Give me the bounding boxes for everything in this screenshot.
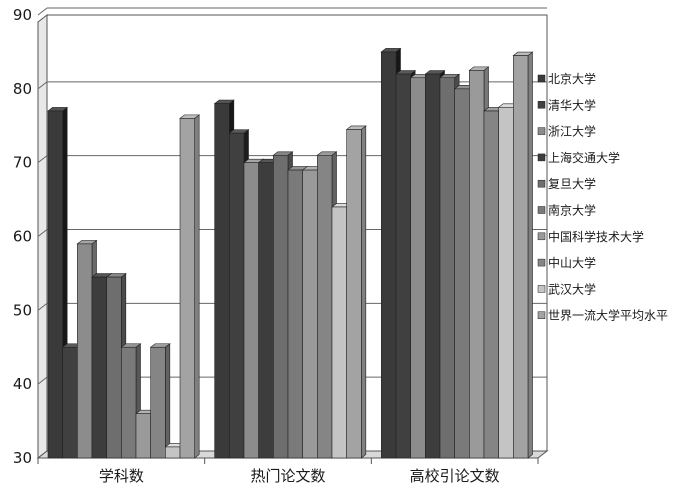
gridline-diag — [37, 229, 48, 237]
bar — [106, 276, 122, 459]
bar — [258, 162, 274, 459]
bar — [165, 446, 181, 459]
bar — [121, 346, 137, 459]
bar — [229, 132, 245, 459]
legend-label: 武汉大学 — [548, 281, 596, 296]
legend-swatch — [537, 101, 546, 109]
y-tick-label: 60 — [13, 228, 32, 246]
gridline-diag — [37, 81, 48, 90]
bar — [135, 413, 151, 459]
bar — [273, 154, 289, 459]
legend-swatch — [537, 258, 546, 267]
bar — [498, 106, 514, 459]
bar — [62, 346, 78, 459]
bar — [302, 169, 318, 459]
bar — [331, 206, 347, 459]
y-tick-label: 50 — [13, 301, 32, 319]
bar — [317, 154, 333, 459]
bar-side — [361, 125, 367, 459]
legend-label: 中山大学 — [548, 255, 596, 270]
y-tick-label: 70 — [13, 154, 32, 172]
bar — [395, 73, 411, 459]
bar — [346, 129, 362, 459]
bar — [425, 73, 441, 459]
bar-side — [527, 51, 533, 459]
y-tick-label: 30 — [13, 449, 32, 467]
bar — [454, 88, 470, 459]
bar — [287, 169, 303, 459]
bar — [214, 103, 230, 459]
legend-swatch — [537, 179, 546, 188]
legend-label: 南京大学 — [548, 203, 596, 218]
bar — [91, 276, 107, 459]
legend-swatch — [537, 311, 546, 319]
x-tick-label: 学科数 — [99, 467, 144, 485]
legend-label: 世界一流大学平均水平 — [548, 308, 668, 323]
bar — [179, 118, 195, 459]
bar — [150, 346, 166, 459]
y-tick-label: 80 — [13, 80, 32, 98]
bar — [483, 110, 499, 459]
legend-label: 浙江大学 — [548, 124, 596, 139]
bar — [410, 77, 426, 459]
bar-side — [194, 114, 200, 459]
bar — [243, 162, 259, 459]
x-tick-label: 高校引论文数 — [410, 467, 500, 485]
legend-swatch — [537, 285, 546, 293]
y-tick-label: 90 — [13, 6, 32, 24]
legend-swatch — [537, 232, 546, 241]
legend-swatch — [537, 153, 546, 162]
bar-side — [165, 343, 171, 459]
left-wall — [37, 13, 48, 460]
legend-label: 中国科学技术大学 — [548, 229, 644, 244]
legend-label: 复旦大学 — [548, 176, 596, 191]
legend-swatch — [537, 74, 546, 83]
legend-swatch — [537, 206, 546, 214]
gridline-diag — [37, 376, 48, 385]
legend-label: 清华大学 — [548, 97, 596, 112]
bar — [469, 70, 485, 459]
legend-label: 上海交通大学 — [548, 150, 620, 165]
legend-swatch — [537, 127, 546, 135]
gridline-diag — [37, 302, 48, 311]
y-tick-label: 40 — [13, 375, 32, 393]
bar — [77, 243, 93, 459]
bar — [439, 77, 455, 459]
gridline-diag — [37, 155, 48, 164]
bar — [47, 110, 63, 459]
x-tick-label: 热门论文数 — [250, 467, 325, 485]
bar — [513, 55, 529, 459]
gridline-diag — [37, 7, 48, 16]
legend-label: 北京大学 — [548, 71, 596, 86]
bar — [381, 51, 397, 459]
